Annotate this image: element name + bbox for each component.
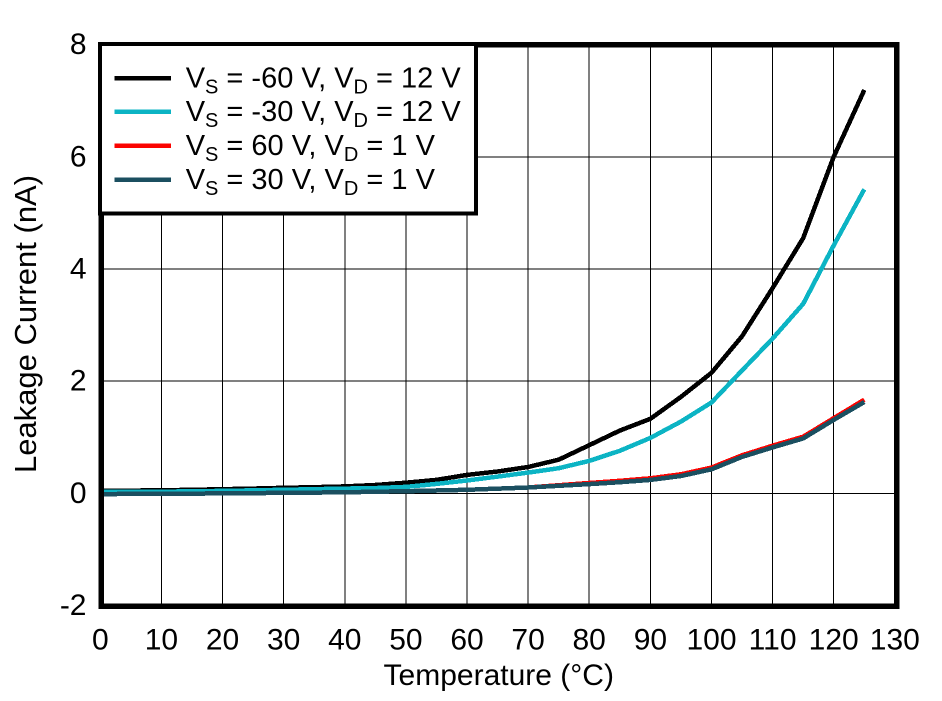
svg-text:Leakage Current (nA): Leakage Current (nA) (8, 175, 43, 473)
svg-text:0: 0 (70, 477, 87, 510)
svg-text:4: 4 (70, 253, 87, 286)
svg-text:0: 0 (92, 624, 109, 657)
svg-text:-2: -2 (60, 589, 87, 622)
svg-text:130: 130 (870, 624, 920, 657)
svg-text:10: 10 (145, 624, 178, 657)
svg-text:40: 40 (328, 624, 361, 657)
svg-text:2: 2 (70, 365, 87, 398)
svg-text:30: 30 (267, 624, 300, 657)
svg-text:100: 100 (686, 624, 736, 657)
svg-text:VS = 30 V, VD = 1 V: VS = 30 V, VD = 1 V (186, 164, 436, 200)
svg-text:120: 120 (809, 624, 859, 657)
svg-text:70: 70 (511, 624, 544, 657)
svg-text:8: 8 (70, 28, 87, 61)
svg-text:50: 50 (389, 624, 422, 657)
svg-text:60: 60 (450, 624, 483, 657)
svg-text:Temperature (°C): Temperature (°C) (384, 659, 614, 692)
svg-text:80: 80 (573, 624, 606, 657)
svg-text:VS = -30 V, VD = 12 V: VS = -30 V, VD = 12 V (186, 96, 462, 132)
svg-text:6: 6 (70, 140, 87, 173)
svg-text:VS = -60 V, VD = 12 V: VS = -60 V, VD = 12 V (186, 63, 462, 99)
svg-text:90: 90 (634, 624, 667, 657)
svg-text:20: 20 (206, 624, 239, 657)
svg-text:110: 110 (749, 624, 797, 657)
svg-text:VS = 60 V, VD = 1 V: VS = 60 V, VD = 1 V (186, 130, 436, 166)
